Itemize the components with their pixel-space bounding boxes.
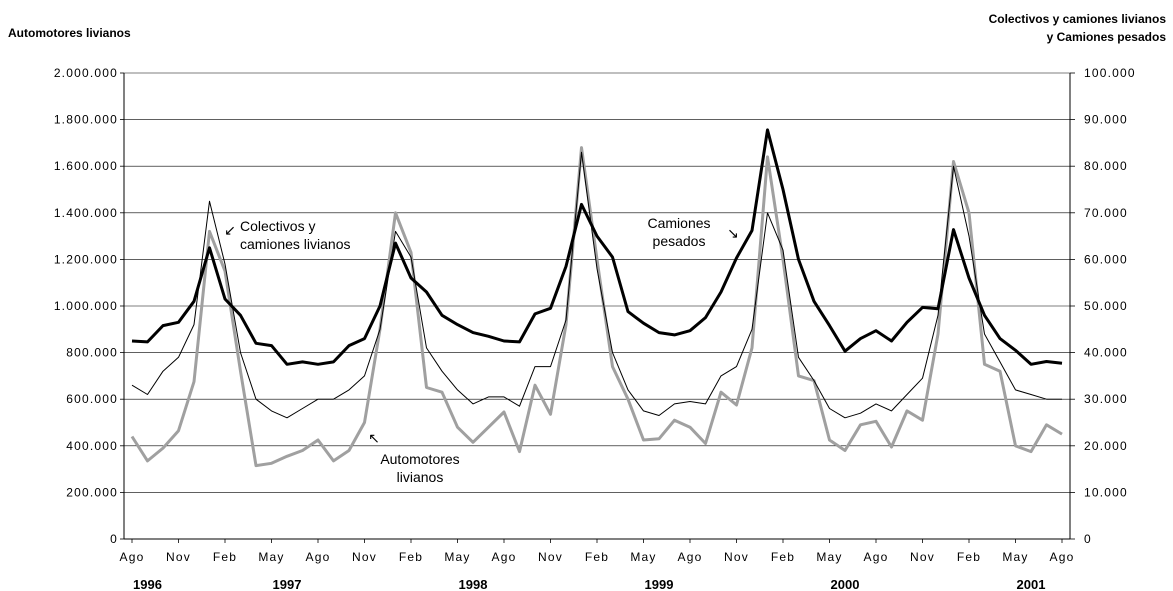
y-axis-right-label-line2: y Camiones pesados bbox=[1047, 30, 1167, 44]
y-left-tick-label: 1.800.000 bbox=[54, 113, 118, 127]
y-left-tick-label: 400.000 bbox=[66, 439, 118, 453]
y-right-tick-label: 10.000 bbox=[1084, 485, 1128, 499]
y-right-tick-label: 20.000 bbox=[1084, 439, 1128, 453]
x-axis-ticks: Ago Nov Feb May Ago Nov Feb May Ago Nov Feb May Ago N… bbox=[120, 539, 1075, 564]
y-left-tick-label: 1.200.000 bbox=[54, 252, 118, 266]
x-tick-label: Ago bbox=[1050, 550, 1075, 564]
y-axis-right-ticks: 0 10.000 20.000 30.000 40.000 50.000 60.000 70.… bbox=[1070, 66, 1136, 546]
y-right-tick-label: 40.000 bbox=[1084, 346, 1128, 360]
y-axis-left-label: Automotores livianos bbox=[8, 26, 131, 40]
y-left-tick-label: 1.000.000 bbox=[54, 299, 118, 313]
series-lines bbox=[130, 128, 1063, 468]
year-label: 2000 bbox=[831, 577, 860, 591]
y-left-tick-label: 0 bbox=[110, 532, 118, 546]
series-line-camiones-pesados bbox=[131, 128, 1063, 366]
annotation-label-automotores: livianos bbox=[397, 469, 444, 485]
year-label: 2001 bbox=[1017, 577, 1046, 591]
y-left-tick-label: 600.000 bbox=[66, 392, 118, 406]
y-axis-right-label-line1: Colectivos y camiones livianos bbox=[989, 12, 1167, 26]
x-tick-label: Ago bbox=[306, 550, 331, 564]
x-tick-label: Ago bbox=[678, 550, 703, 564]
annotations: Colectivos y camiones livianos↙ Automotore… bbox=[224, 215, 739, 485]
gridlines bbox=[124, 72, 1070, 493]
y-right-tick-label: 70.000 bbox=[1084, 206, 1128, 220]
series-line-automotores-livianos bbox=[130, 146, 1063, 468]
x-tick-label: May bbox=[816, 550, 842, 564]
x-tick-label: Nov bbox=[166, 550, 191, 564]
y-right-tick-label: 0 bbox=[1084, 532, 1092, 546]
y-right-tick-label: 100.000 bbox=[1084, 66, 1136, 80]
y-right-tick-label: 50.000 bbox=[1084, 299, 1128, 313]
annotation-label-pesados: pesados bbox=[653, 233, 706, 249]
y-left-tick-label: 800.000 bbox=[66, 346, 118, 360]
y-axis-left-ticks: 0 200.000 400.000 600.000 800.000 1.000.000 1.… bbox=[54, 66, 124, 546]
x-tick-label: Nov bbox=[538, 550, 563, 564]
year-labels: 1996 1997 1998 1999 2000 2001 bbox=[133, 577, 1045, 591]
x-tick-label: Feb bbox=[957, 550, 981, 564]
year-label: 1996 bbox=[133, 577, 162, 591]
y-left-tick-label: 1.600.000 bbox=[54, 159, 118, 173]
x-tick-label: Feb bbox=[213, 550, 237, 564]
x-tick-label: Feb bbox=[771, 550, 795, 564]
annotation-arrow-icon: ↙ bbox=[224, 222, 236, 238]
series-line-colectivos-camiones-livianos bbox=[131, 151, 1062, 419]
x-tick-label: May bbox=[444, 550, 470, 564]
x-tick-label: Ago bbox=[492, 550, 517, 564]
x-tick-label: Feb bbox=[585, 550, 609, 564]
annotation-label-colectivos: Colectivos y bbox=[240, 218, 315, 234]
y-right-tick-label: 90.000 bbox=[1084, 113, 1128, 127]
annotation-label-colectivos: camiones livianos bbox=[240, 236, 351, 252]
y-left-tick-label: 200.000 bbox=[66, 485, 118, 499]
x-tick-label: Feb bbox=[399, 550, 423, 564]
x-tick-label: Ago bbox=[120, 550, 145, 564]
y-right-tick-label: 60.000 bbox=[1084, 252, 1128, 266]
annotation-label-pesados: Camiones bbox=[647, 215, 710, 231]
year-label: 1999 bbox=[645, 577, 674, 591]
y-left-tick-label: 2.000.000 bbox=[54, 66, 118, 80]
y-right-tick-label: 80.000 bbox=[1084, 159, 1128, 173]
x-tick-label: Nov bbox=[352, 550, 377, 564]
annotation-arrow-icon: ↖ bbox=[368, 430, 380, 446]
x-tick-label: May bbox=[258, 550, 284, 564]
annotation-arrow-icon: ↘ bbox=[727, 225, 739, 241]
annotation-label-automotores: Automotores bbox=[380, 451, 459, 467]
year-label: 1997 bbox=[273, 577, 302, 591]
x-tick-label: May bbox=[1002, 550, 1028, 564]
y-left-tick-label: 1.400.000 bbox=[54, 206, 118, 220]
x-tick-label: May bbox=[630, 550, 656, 564]
x-tick-label: Nov bbox=[724, 550, 749, 564]
year-label: 1998 bbox=[459, 577, 488, 591]
x-tick-label: Nov bbox=[910, 550, 935, 564]
x-tick-label: Ago bbox=[864, 550, 889, 564]
y-right-tick-label: 30.000 bbox=[1084, 392, 1128, 406]
